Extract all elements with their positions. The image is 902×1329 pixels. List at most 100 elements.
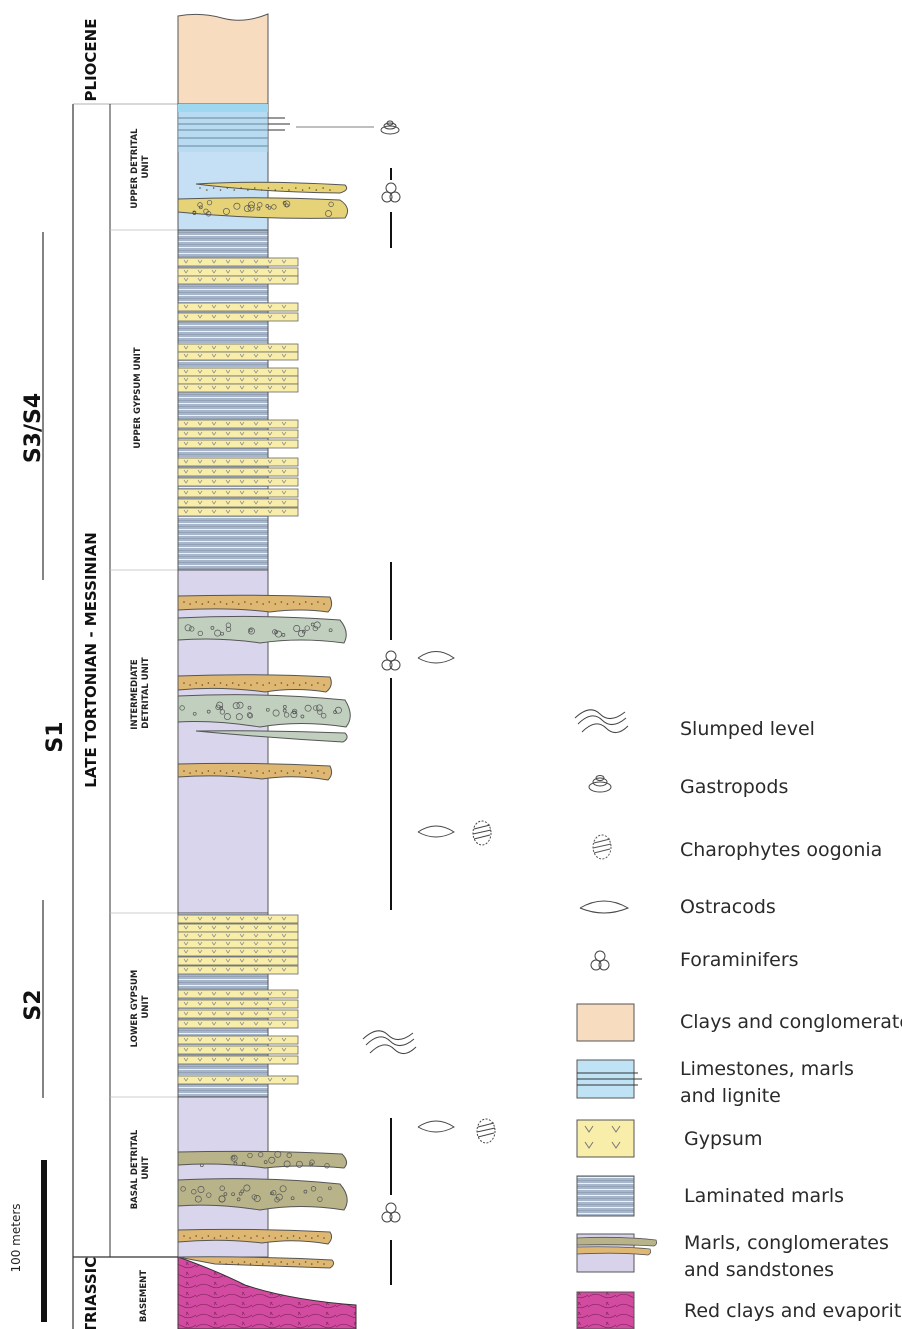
sand-grain bbox=[280, 770, 283, 772]
sand-grain bbox=[189, 1237, 191, 1239]
sand-grain bbox=[260, 189, 263, 191]
scale-bar: 100 meters bbox=[9, 1160, 47, 1322]
pebble bbox=[192, 711, 197, 716]
pebble bbox=[236, 1197, 241, 1202]
sand-grain bbox=[281, 187, 283, 189]
sand-grain bbox=[213, 603, 216, 605]
sand-grain bbox=[274, 1237, 277, 1239]
sand-grain bbox=[207, 682, 210, 684]
foraminifer-icon bbox=[590, 950, 610, 971]
pebble bbox=[235, 713, 243, 721]
sand-grain bbox=[183, 601, 185, 603]
sand-grain bbox=[310, 1263, 313, 1265]
sand-grain bbox=[317, 770, 319, 772]
sand-grain bbox=[244, 601, 246, 603]
pebble bbox=[248, 628, 253, 633]
pebble bbox=[222, 207, 230, 215]
gypsum-bed bbox=[177, 939, 299, 949]
sand-grain bbox=[255, 1261, 258, 1263]
sand-grain bbox=[249, 1263, 252, 1265]
sand-grain bbox=[298, 1237, 301, 1239]
pebble bbox=[219, 706, 223, 710]
sand-grain bbox=[243, 1261, 246, 1263]
sand-grain bbox=[262, 1263, 264, 1265]
gypsum-bed bbox=[177, 1045, 299, 1055]
pebble bbox=[321, 713, 327, 719]
pebble bbox=[317, 709, 323, 715]
pebble bbox=[284, 203, 289, 208]
sand-grain bbox=[233, 189, 236, 191]
pebble bbox=[238, 1191, 243, 1196]
sand-grain bbox=[298, 603, 301, 605]
gypsum-bed bbox=[177, 488, 299, 498]
pebble bbox=[219, 1185, 225, 1191]
sand-grain bbox=[268, 1235, 271, 1237]
pebble bbox=[180, 1186, 186, 1192]
pebble bbox=[230, 1154, 238, 1162]
sand-grain bbox=[322, 187, 324, 189]
gypsum-bed bbox=[177, 956, 299, 966]
unit-label-upper-detrital: UPPER DETRITAL UNIT bbox=[130, 125, 151, 208]
period-label-triassic: TRIASSIC bbox=[82, 1257, 100, 1329]
pebble bbox=[179, 705, 185, 711]
sand-grain bbox=[262, 1237, 264, 1239]
sand-grain bbox=[247, 189, 249, 191]
pebble bbox=[265, 707, 270, 712]
sand-grain bbox=[199, 187, 201, 189]
pebble bbox=[194, 1195, 202, 1203]
legend-item-gastropods: Gastropods bbox=[588, 775, 788, 798]
period-label-late-tortonian-messinian: LATE TORTONIAN - MESSINIAN bbox=[82, 532, 100, 788]
gypsum-bed bbox=[177, 1075, 299, 1085]
pebble bbox=[247, 627, 255, 635]
pebble bbox=[197, 202, 203, 208]
pebble bbox=[309, 1159, 315, 1165]
sand-grain bbox=[274, 189, 277, 191]
pebble bbox=[233, 1161, 238, 1166]
column-fossils bbox=[362, 120, 496, 1223]
period-label-pliocene: PLIOCENE bbox=[82, 19, 100, 102]
sand-grain bbox=[225, 603, 228, 605]
pebble bbox=[281, 633, 286, 637]
sand-grain bbox=[323, 1237, 325, 1239]
pebble bbox=[290, 711, 298, 718]
sand-grain bbox=[286, 1263, 289, 1265]
sand-grain bbox=[268, 1261, 270, 1263]
sand-grain bbox=[250, 603, 252, 605]
pebble bbox=[279, 1185, 287, 1193]
sand-grain bbox=[311, 684, 313, 686]
legend-item-charophytes-oogonia: Charophytes oogonia bbox=[592, 834, 882, 861]
sand-grain bbox=[237, 603, 240, 605]
pebble bbox=[241, 1162, 246, 1166]
sand-grain bbox=[195, 1235, 197, 1237]
gypsum-bed bbox=[177, 375, 299, 385]
sand-grain bbox=[286, 772, 289, 774]
sand-grain bbox=[274, 684, 277, 686]
pebble bbox=[274, 1197, 280, 1203]
pebble bbox=[240, 1189, 245, 1194]
pebble bbox=[256, 206, 261, 211]
sand-grain bbox=[250, 1237, 252, 1239]
pebble bbox=[295, 1160, 303, 1168]
sand-grain bbox=[225, 772, 228, 774]
layer-pliocene-clays bbox=[177, 13, 269, 105]
legend-label-marls-conglomerates-sandstones: Marls, conglomerates and sandstones bbox=[684, 1232, 895, 1281]
legend-item-gypsum: Gypsum bbox=[576, 1119, 762, 1158]
pebble bbox=[303, 1189, 308, 1194]
sand-grain bbox=[219, 770, 222, 772]
pebble bbox=[198, 205, 203, 210]
sand-grain bbox=[189, 684, 191, 686]
sand-grain bbox=[292, 770, 295, 772]
gypsum-bed bbox=[177, 351, 299, 361]
sand-grain bbox=[301, 189, 304, 191]
sand-grain bbox=[292, 682, 295, 684]
pebble bbox=[274, 630, 278, 634]
pebble bbox=[309, 1162, 313, 1167]
sand-grain bbox=[237, 772, 240, 774]
gypsum-swatch bbox=[576, 1119, 635, 1158]
legend-item-marls-conglomerates-sandstones: Marls, conglomerates and sandstones bbox=[576, 1232, 895, 1281]
pebble bbox=[220, 631, 224, 636]
legend-item-red-clays-evaporites: Red clays and evaporites bbox=[576, 1291, 902, 1329]
sand-grain bbox=[189, 603, 191, 605]
gypsum-bed bbox=[177, 257, 299, 267]
pebble bbox=[263, 1160, 268, 1164]
